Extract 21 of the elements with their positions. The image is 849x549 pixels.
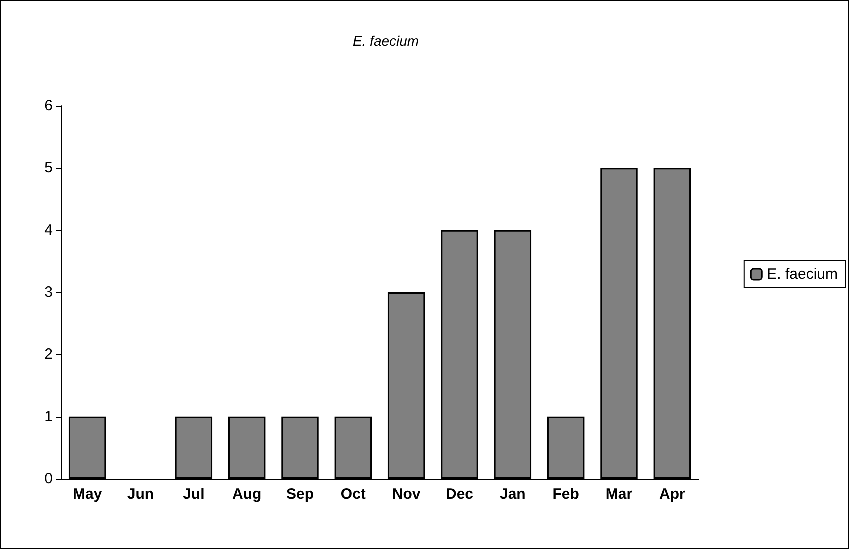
y-tick-label: 5 — [44, 160, 53, 177]
x-tick-label: Apr — [659, 486, 686, 503]
x-tick-label: Oct — [340, 486, 366, 503]
y-tick-label: 6 — [44, 98, 53, 114]
x-tick-label: Jul — [183, 486, 205, 503]
x-tick-label: Jun — [127, 486, 154, 503]
x-tick-label: May — [72, 486, 103, 503]
y-tick-label: 2 — [44, 346, 53, 364]
x-tick-label: Mar — [606, 486, 633, 503]
chart-title: E. faecium — [352, 33, 420, 49]
x-tick-label: Feb — [552, 486, 580, 503]
x-tick-label: Nov — [392, 486, 422, 503]
x-tick-label: Aug — [232, 486, 262, 503]
legend-label: E. faecium — [767, 266, 838, 283]
x-tick-label: Dec — [446, 486, 474, 503]
y-tick-label: 0 — [44, 470, 53, 488]
y-tick-label: 1 — [44, 408, 53, 426]
x-tick-label: Sep — [286, 486, 314, 503]
x-tick-label: Jan — [500, 486, 526, 503]
y-tick-label: 4 — [44, 222, 53, 239]
y-tick-label: 3 — [44, 284, 53, 301]
